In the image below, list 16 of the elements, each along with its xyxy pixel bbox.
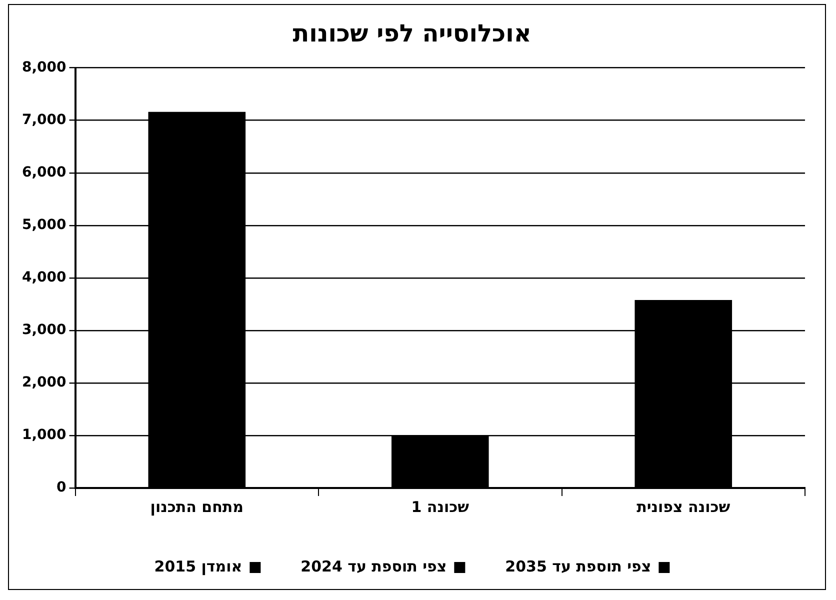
legend-label: צפי תוספת עד 2024 xyxy=(300,557,447,576)
x-tick-label: שכונה צפונית xyxy=(636,498,731,516)
y-tick-label: 2,000 xyxy=(22,374,67,391)
y-tick-label: 0 xyxy=(56,480,67,496)
x-tick-label: שכונה 1 xyxy=(411,498,470,516)
y-tick-label: 6,000 xyxy=(22,164,67,180)
legend-label: אומדן 2015 xyxy=(154,557,242,576)
y-tick-label: 4,000 xyxy=(22,270,67,286)
legend-label: צפי תוספת עד 2035 xyxy=(505,557,652,576)
y-tick-label: 3,000 xyxy=(22,322,67,338)
y-tick-label: 1,000 xyxy=(22,427,67,444)
chart-title: אוכלוסייה לפי שכונות xyxy=(292,20,532,48)
y-tick-label: 5,000 xyxy=(22,217,67,234)
y-tick-label: 7,000 xyxy=(22,112,67,128)
x-tick-label: מתחם התכנון xyxy=(150,498,244,516)
y-tick-label: 8,000 xyxy=(22,59,67,76)
